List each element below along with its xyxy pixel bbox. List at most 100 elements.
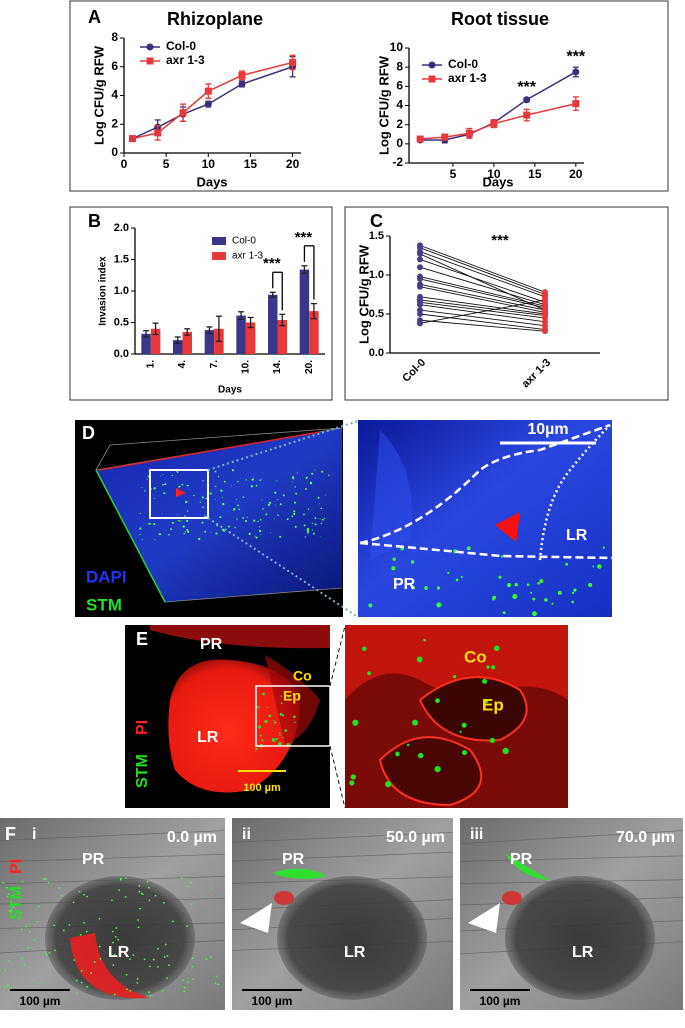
dot <box>230 485 232 487</box>
dot <box>141 893 144 896</box>
dot <box>112 941 115 944</box>
dot <box>201 496 204 499</box>
zoom-box <box>149 469 209 519</box>
tissue-label: Co <box>464 647 487 666</box>
dot <box>279 734 281 736</box>
annotation: *** <box>491 232 509 249</box>
dot <box>112 964 115 967</box>
tissue-label: LR <box>344 944 366 961</box>
x-tick-label: 10. <box>240 360 251 374</box>
pair-line <box>419 258 546 303</box>
dot <box>275 504 277 506</box>
tissue-label: LR <box>566 527 588 544</box>
dot <box>73 959 76 961</box>
zoom-connector <box>207 420 359 471</box>
dot <box>274 518 275 520</box>
dot <box>231 469 235 472</box>
dot <box>139 527 142 530</box>
pair-line <box>419 319 546 332</box>
dot <box>214 470 217 473</box>
bar <box>277 319 287 354</box>
point <box>289 58 297 66</box>
y-tick-label: 0.5 <box>114 316 129 328</box>
dot <box>273 719 275 722</box>
dot <box>144 490 146 492</box>
stain-label: PI <box>134 720 151 735</box>
dot <box>161 989 164 992</box>
dot <box>259 529 262 533</box>
dot <box>5 886 8 889</box>
dot <box>163 901 165 904</box>
dot <box>80 969 83 972</box>
y-tick-label: 1.5 <box>369 230 384 242</box>
dot <box>182 525 185 528</box>
dot <box>187 981 189 984</box>
dot <box>279 535 282 538</box>
dot <box>177 514 179 516</box>
series-line <box>132 61 293 140</box>
slice-label: i <box>32 826 36 843</box>
dot <box>264 719 268 724</box>
bacteria-dots <box>139 469 330 541</box>
dot <box>295 492 298 495</box>
dot <box>166 977 168 980</box>
dot <box>306 527 310 531</box>
dot <box>152 958 155 961</box>
pair-line <box>419 251 546 298</box>
dot <box>163 492 166 495</box>
y-tick-label: -2 <box>392 155 403 169</box>
dot <box>320 522 323 525</box>
x-tick-label: 5 <box>450 167 457 181</box>
dot <box>136 982 139 984</box>
dot <box>436 586 441 590</box>
dot <box>592 565 595 568</box>
dot <box>137 926 140 929</box>
lateral-root <box>505 876 655 1000</box>
cell-wall <box>0 830 226 841</box>
dot <box>215 532 218 535</box>
tissue <box>370 430 412 560</box>
dot <box>113 993 116 996</box>
dot <box>278 732 281 735</box>
legend-swatch <box>212 237 226 245</box>
x-tick-label: 1. <box>145 360 156 369</box>
depth-label: 0.0 µm <box>167 829 217 846</box>
x-tick-label: 4. <box>177 360 188 369</box>
y-axis-label: Log CFU/g RFW <box>91 45 106 145</box>
dot <box>177 519 180 522</box>
cell-wall <box>231 832 454 843</box>
dot <box>118 889 121 892</box>
dot <box>58 887 61 890</box>
dot <box>416 656 423 663</box>
zoom-box <box>255 685 331 747</box>
dot <box>21 880 24 883</box>
dot <box>417 752 424 759</box>
dot <box>139 533 141 536</box>
dot <box>423 638 426 642</box>
slice-label: iii <box>470 826 483 843</box>
dot <box>311 472 314 475</box>
dot <box>214 982 217 985</box>
dot <box>83 893 85 896</box>
dot <box>268 714 272 718</box>
dot <box>530 591 533 594</box>
dot <box>461 749 468 756</box>
dot <box>294 525 297 528</box>
dot <box>80 981 83 984</box>
legend-label: Col-0 <box>166 39 196 53</box>
dot <box>44 878 47 880</box>
dot <box>311 529 314 531</box>
dot <box>111 930 114 933</box>
legend-marker <box>146 57 154 65</box>
dot <box>395 751 400 757</box>
dot <box>160 475 161 477</box>
dot <box>68 923 71 926</box>
y-tick-label: 0.0 <box>369 347 384 359</box>
dot <box>502 611 506 615</box>
dot <box>117 938 120 941</box>
legend-label: Col-0 <box>448 57 478 71</box>
dot <box>320 507 323 510</box>
dot <box>489 737 495 744</box>
dot <box>154 894 157 897</box>
tissue-label: PR <box>200 636 223 653</box>
